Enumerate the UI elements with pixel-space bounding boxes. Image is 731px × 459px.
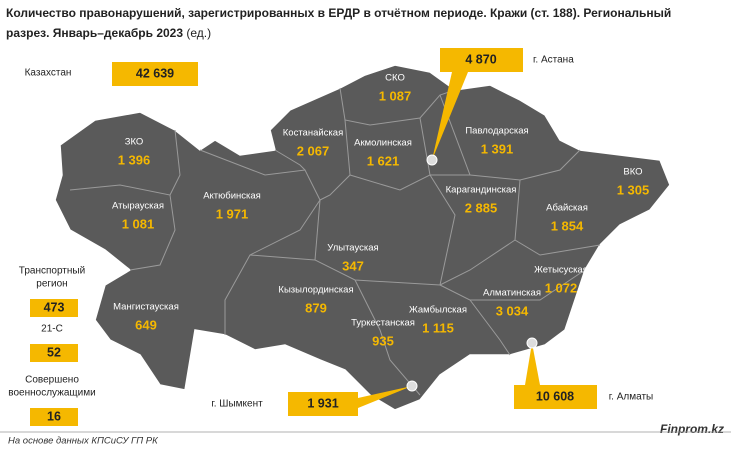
other-label: Совершено xyxy=(25,375,79,386)
region-value: 1 391 xyxy=(481,141,514,156)
region-name: Жамбылская xyxy=(409,305,467,316)
city-box xyxy=(288,392,358,416)
other-value: 473 xyxy=(44,300,65,314)
other-label: регион xyxy=(36,279,67,290)
other-box xyxy=(30,299,78,317)
city-value: 1 931 xyxy=(307,396,338,410)
region-value: 879 xyxy=(305,300,327,315)
city-label: г. Алматы xyxy=(609,392,653,403)
title-unit: (ед.) xyxy=(186,26,211,40)
total-value: 42 639 xyxy=(136,66,174,80)
region-value: 935 xyxy=(372,333,394,348)
region-value: 1 305 xyxy=(617,182,650,197)
region-value: 1 081 xyxy=(122,216,155,231)
city-label: г. Шымкент xyxy=(211,399,263,410)
region-name: Алматинская xyxy=(483,288,541,299)
region-value: 1 072 xyxy=(545,280,578,295)
region-value: 1 971 xyxy=(216,206,249,221)
other-categories: Транспортный регион 473 21-С 52 Совершено воен… xyxy=(8,266,96,426)
total-box xyxy=(112,62,198,86)
region-borders xyxy=(69,87,601,396)
other-value: 16 xyxy=(47,409,61,423)
pointer xyxy=(432,72,468,160)
region-value: 1 087 xyxy=(379,88,412,103)
city-label: г. Астана xyxy=(533,55,574,66)
pointer xyxy=(358,386,412,408)
region-value: 1 115 xyxy=(422,320,454,335)
pointer xyxy=(525,343,540,385)
map-shape xyxy=(54,64,671,411)
region-name: Акмолинская xyxy=(354,138,412,149)
region-name: Кызылординская xyxy=(278,285,353,296)
region-value: 1 396 xyxy=(118,152,151,167)
region-labels: СКО 1 087 Костанайская 2 067 Акмолинская 1 62… xyxy=(112,73,649,349)
other-label: 21-С xyxy=(41,324,63,335)
city-point xyxy=(406,380,418,392)
region-value: 347 xyxy=(342,258,364,273)
region-name: Туркестанская xyxy=(351,318,415,329)
other-box xyxy=(30,344,78,362)
region-name: Павлодарская xyxy=(465,126,528,137)
region-name: Абайская xyxy=(546,203,588,214)
astana: 4 870 г. Астана xyxy=(426,48,574,166)
region-name: ВКО xyxy=(623,167,642,178)
title-part: разрез. Январь–декабрь 2023 xyxy=(6,26,183,40)
brand: Finprom.kz xyxy=(660,422,724,436)
region-name: Актюбинская xyxy=(203,191,261,202)
title-line: разрез. Январь–декабрь 2023 (ед.) xyxy=(6,26,211,40)
almaty: 10 608 г. Алматы xyxy=(514,337,653,409)
city-box xyxy=(514,385,597,409)
city-point xyxy=(526,337,538,349)
region-name: Костанайская xyxy=(283,128,343,139)
region-value: 1 621 xyxy=(367,153,400,168)
other-box xyxy=(30,408,78,426)
region-value: 2 885 xyxy=(465,200,498,215)
shymkent: 1 931 г. Шымкент xyxy=(211,380,418,416)
region-name: Жетысуская xyxy=(534,265,588,276)
total-label: Казахстан xyxy=(25,68,72,79)
region-name: Атырауская xyxy=(112,201,164,212)
region-name: Карагандинская xyxy=(446,185,517,196)
other-label: военнослужащими xyxy=(8,388,95,399)
title-line: Количество правонарушений, зарегистриров… xyxy=(6,6,671,20)
region-value: 2 067 xyxy=(297,143,330,158)
region-name: СКО xyxy=(385,73,405,84)
city-box xyxy=(440,48,523,72)
city-value: 4 870 xyxy=(465,52,496,66)
source: На основе данных КПСиСУ ГП РК xyxy=(8,436,159,447)
city-value: 10 608 xyxy=(536,389,574,403)
other-value: 52 xyxy=(47,345,61,359)
region-value: 649 xyxy=(135,317,157,332)
city-point xyxy=(426,154,438,166)
region-value: 3 034 xyxy=(496,303,529,318)
other-label: Транспортный xyxy=(19,266,85,277)
region-name: Улытауская xyxy=(327,243,378,254)
region-name: ЗКО xyxy=(125,137,144,148)
region-name: Мангистауская xyxy=(113,302,179,313)
region-value: 1 854 xyxy=(551,218,584,233)
